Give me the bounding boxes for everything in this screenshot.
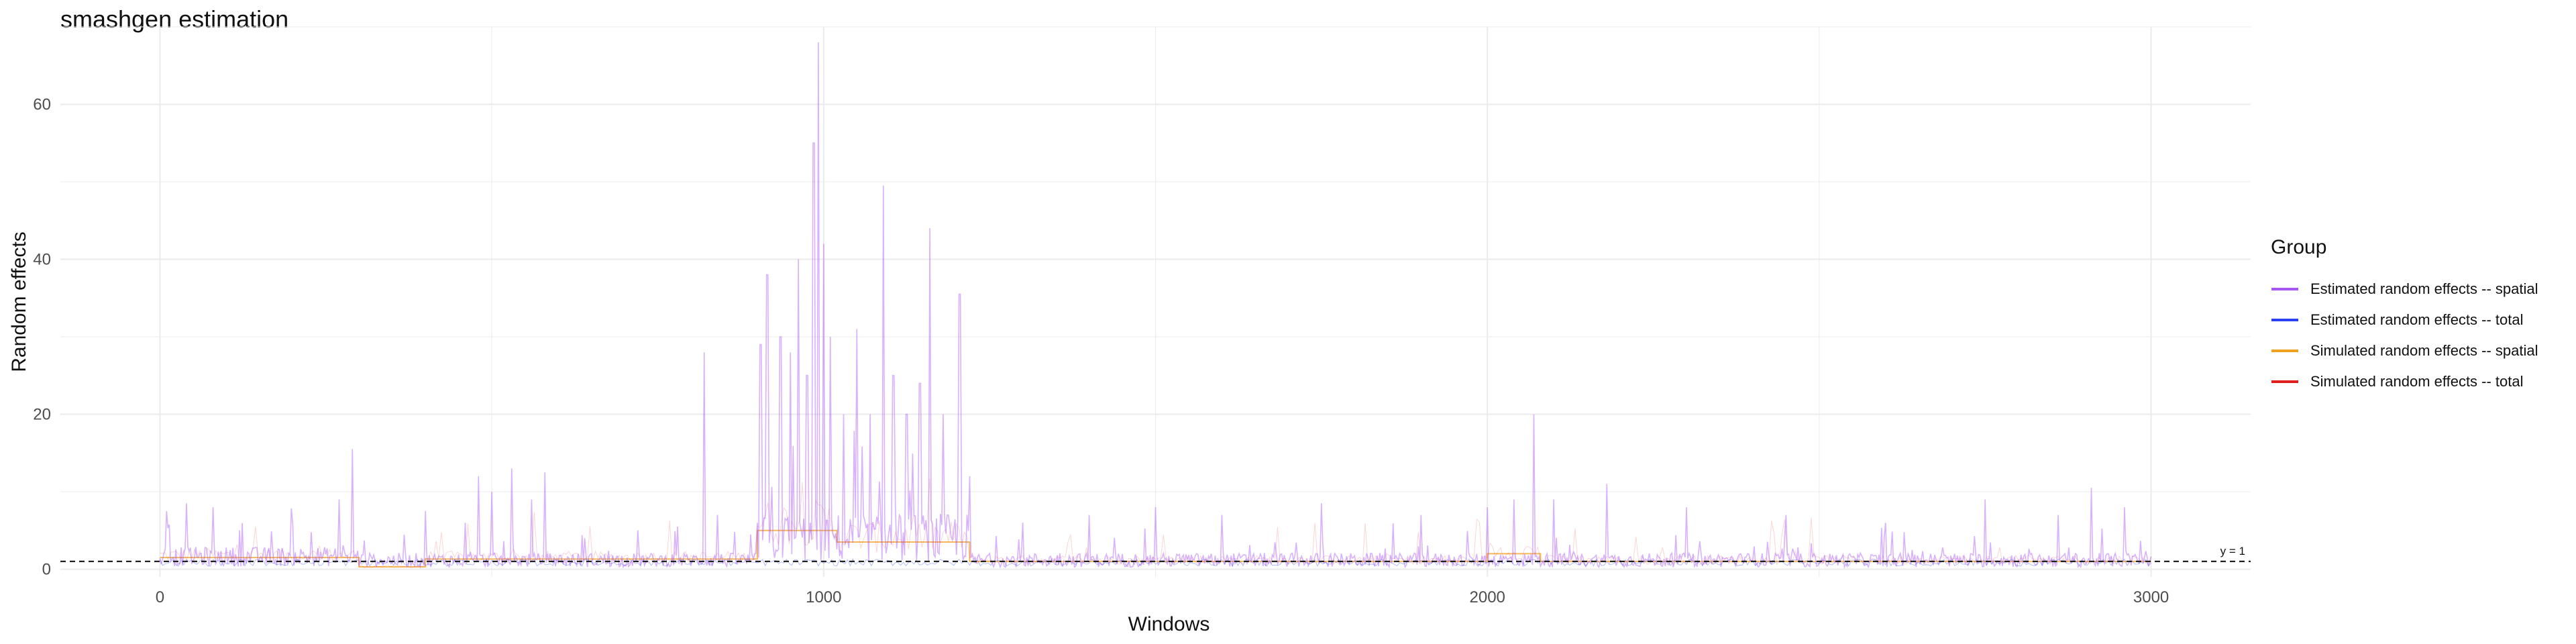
- y-tick-label: 60: [33, 95, 51, 113]
- legend-title: Group: [2271, 236, 2327, 258]
- legend-item: Estimated random effects -- spatial: [2267, 274, 2563, 305]
- x-tick-label: 0: [156, 588, 164, 606]
- x-tick-label: 3000: [2133, 588, 2169, 606]
- chart-title: smashgen estimation: [60, 5, 289, 33]
- legend-key: [2271, 288, 2298, 290]
- legend-label: Simulated random effects -- spatial: [2310, 342, 2538, 359]
- series-simulated-total: [160, 478, 2152, 568]
- legend-item: Simulated random effects -- spatial: [2267, 335, 2563, 366]
- legend-key: [2271, 380, 2298, 383]
- legend-item: Estimated random effects -- total: [2267, 305, 2563, 335]
- x-tick-label: 2000: [1470, 588, 1505, 606]
- legend-key: [2271, 350, 2298, 352]
- y-axis-title: Random effects: [8, 231, 30, 372]
- legend-item: Simulated random effects -- total: [2267, 366, 2563, 397]
- series-simulated-spatial: [160, 529, 2151, 568]
- legend: Group Estimated random effects -- spatia…: [2267, 236, 2563, 397]
- series-estimated-spatial: [159, 42, 2152, 570]
- legend-key: [2271, 319, 2298, 321]
- legend-label: Estimated random effects -- spatial: [2310, 280, 2538, 297]
- x-axis-title: Windows: [1128, 613, 1210, 635]
- y-tick-label: 20: [33, 405, 51, 423]
- y-tick-label: 40: [33, 250, 51, 268]
- series-estimated-total: [159, 558, 2151, 567]
- legend-label: Simulated random effects -- total: [2310, 373, 2524, 390]
- y-tick-label: 0: [42, 560, 51, 578]
- reference-line-label: y = 1: [2220, 545, 2245, 557]
- legend-label: Estimated random effects -- total: [2310, 311, 2524, 328]
- x-tick-label: 1000: [806, 588, 841, 606]
